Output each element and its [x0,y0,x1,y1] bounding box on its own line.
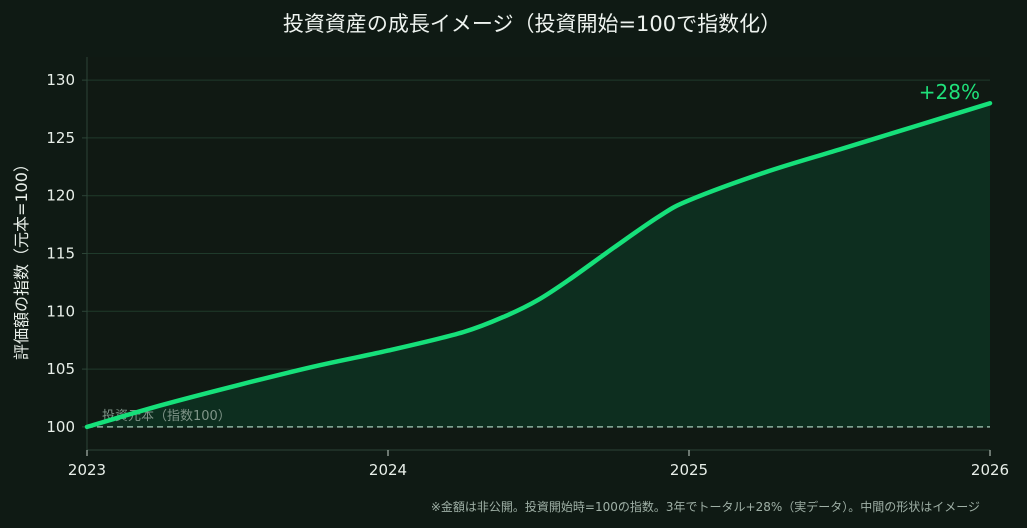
x-tick-label: 2024 [369,461,407,479]
footnote: ※金額は非公開。投資開始時=100の指数。3年でトータル+28%（実データ）。中… [431,499,980,514]
y-tick-label: 115 [46,245,75,263]
y-tick-label: 120 [46,187,75,205]
y-tick-label: 130 [46,71,75,89]
x-tick-label: 2023 [68,461,106,479]
x-tick-label: 2026 [971,461,1009,479]
series-line [84,100,993,430]
y-tick-label: 105 [46,360,75,378]
y-tick-label: 110 [46,302,75,320]
chart-title: 投資資産の成長イメージ（投資開始=100で指数化） [283,12,781,36]
annotation-label: +28% [919,80,980,104]
series-area [87,103,990,427]
y-tick-label: 100 [46,418,75,436]
y-axis-label: 評価額の指数（元本=100） [12,156,31,360]
y-tick-label: 125 [46,129,75,147]
x-tick-label: 2025 [670,461,708,479]
